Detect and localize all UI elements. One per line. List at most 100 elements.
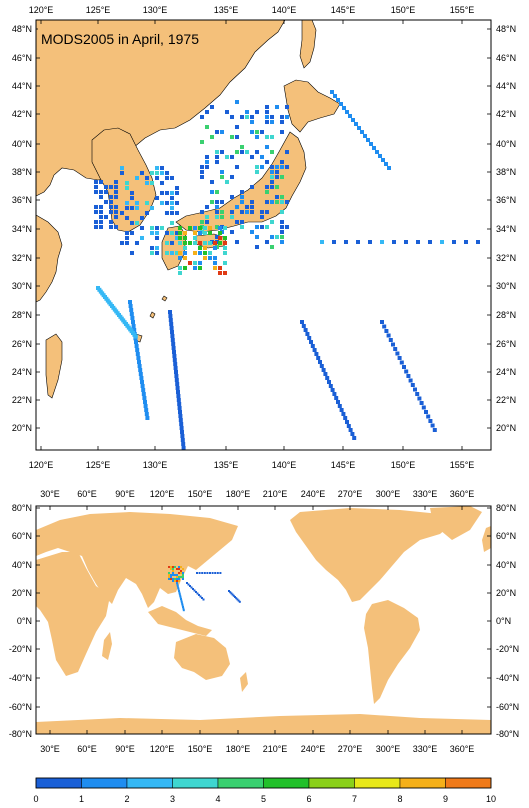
observation-cell	[215, 130, 219, 134]
lon-label: 120°E	[29, 460, 54, 470]
observation-cell	[94, 225, 98, 229]
observation-cell	[178, 578, 180, 580]
observation-cell	[104, 200, 108, 204]
observation-cell	[187, 583, 190, 586]
observation-cell	[424, 410, 428, 414]
observation-cell	[223, 251, 227, 255]
lat-label: 0°N	[17, 616, 32, 626]
observation-cell	[360, 130, 364, 134]
observation-cell	[285, 200, 289, 204]
observation-cell	[182, 568, 184, 570]
observation-cell	[181, 442, 186, 446]
observation-cell	[215, 190, 219, 194]
observation-cell	[171, 342, 176, 346]
lat-label: 48°N	[12, 24, 32, 34]
observation-cell	[178, 572, 180, 574]
observation-cell	[312, 348, 317, 352]
observation-cell	[160, 226, 164, 230]
observation-cell	[170, 576, 172, 578]
observation-cell	[464, 240, 468, 244]
observation-cell	[230, 592, 233, 595]
observation-cell	[180, 438, 185, 442]
observation-cell	[316, 356, 321, 360]
lon-label: 360°E	[450, 744, 475, 754]
colorbar-segment	[81, 777, 128, 789]
observation-cell	[404, 240, 408, 244]
colorbar-frame	[35, 777, 492, 789]
colorbar: 0 1 2 3 4 5 6 7 8 9 10	[33, 777, 496, 804]
observation-cell	[141, 392, 146, 396]
lon-label: 60°E	[77, 489, 97, 499]
lat-label: -40°N	[9, 673, 32, 683]
observation-cell	[330, 90, 334, 94]
observation-cell	[178, 418, 183, 422]
observation-cell	[178, 568, 180, 570]
observation-cell	[213, 261, 217, 265]
observation-cell	[237, 599, 240, 602]
observation-cell	[440, 240, 444, 244]
observation-cell	[99, 190, 103, 194]
observation-cell	[211, 572, 214, 574]
observation-cell	[160, 181, 164, 185]
observation-cell	[220, 170, 224, 174]
observation-cell	[336, 400, 340, 404]
lon-label: 120°E	[150, 489, 175, 499]
observation-cell	[408, 378, 413, 383]
observation-cell	[223, 241, 227, 245]
observation-cell	[406, 374, 411, 378]
observation-cell	[198, 226, 202, 230]
observation-cell	[265, 110, 269, 114]
observation-cell	[270, 150, 274, 154]
observation-cell	[275, 165, 279, 169]
observation-cell	[200, 165, 204, 169]
observation-cell	[176, 578, 178, 580]
observation-cell	[402, 365, 406, 369]
observation-cell	[193, 589, 196, 592]
observation-cell	[220, 200, 224, 204]
observation-cell	[137, 364, 142, 368]
observation-cell	[135, 221, 139, 225]
observation-cell	[223, 246, 227, 250]
observation-cell	[255, 130, 259, 134]
observation-cell	[193, 226, 197, 230]
lat-label: 44°N	[496, 81, 516, 91]
observation-cell	[170, 338, 175, 342]
observation-cell	[210, 135, 214, 139]
lat-label: -60°N	[496, 702, 519, 712]
observation-cell	[415, 392, 420, 396]
colorbar-label: 5	[261, 794, 266, 804]
observation-cell	[391, 342, 395, 347]
colorbar-label: 3	[170, 794, 175, 804]
observation-cell	[280, 210, 284, 214]
lat-label: 36°N	[496, 195, 516, 205]
lon-label: 330°E	[413, 489, 438, 499]
lat-label: 42°N	[12, 109, 32, 119]
observation-cell	[165, 231, 169, 235]
lat-label: 30°N	[12, 281, 32, 291]
observation-cell	[176, 574, 178, 576]
observation-cell	[205, 215, 209, 219]
observation-cell	[165, 251, 169, 255]
lat-label: 60°N	[12, 531, 32, 541]
observation-cell	[210, 200, 214, 204]
observation-cell	[125, 181, 129, 185]
observation-cell	[255, 235, 259, 239]
observation-cell	[176, 394, 181, 398]
observation-cell	[255, 165, 259, 169]
observation-cell	[319, 364, 324, 368]
observation-cell	[125, 241, 129, 245]
lat-label: 30°N	[496, 281, 516, 291]
eurasia	[36, 512, 238, 608]
observation-cell	[178, 580, 180, 582]
observation-cell	[175, 211, 179, 215]
observation-cell	[303, 328, 308, 332]
observation-cell	[218, 231, 222, 235]
lon-label: 30°E	[40, 744, 60, 754]
hokkaido	[283, 79, 341, 133]
regional-lon-labels-bottom: 120°E 125°E 130°E 135°E 140°E 145°E 150°E 155°E	[29, 460, 475, 470]
observation-cell	[265, 185, 269, 189]
observation-cell	[109, 185, 113, 189]
observation-cell	[109, 200, 113, 204]
observation-cell	[260, 165, 264, 169]
observation-cell	[231, 593, 234, 596]
